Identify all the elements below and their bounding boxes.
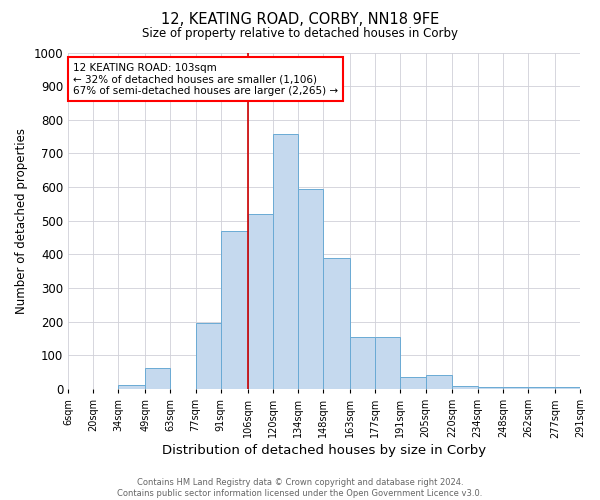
Bar (580, 388, 600, 389)
Bar (400, 376, 425, 389)
Bar (478, 388, 503, 389)
Bar (350, 336, 375, 389)
Bar (118, 386, 145, 389)
Bar (503, 388, 528, 389)
Bar (221, 231, 248, 389)
Text: Size of property relative to detached houses in Corby: Size of property relative to detached ho… (142, 28, 458, 40)
Bar (375, 336, 400, 389)
Text: 12 KEATING ROAD: 103sqm
← 32% of detached houses are smaller (1,106)
67% of semi: 12 KEATING ROAD: 103sqm ← 32% of detache… (73, 62, 338, 96)
Bar (452, 386, 478, 389)
Text: Contains HM Land Registry data © Crown copyright and database right 2024.
Contai: Contains HM Land Registry data © Crown c… (118, 478, 482, 498)
X-axis label: Distribution of detached houses by size in Corby: Distribution of detached houses by size … (162, 444, 486, 458)
Bar (196, 323, 221, 389)
Bar (323, 258, 350, 389)
Bar (298, 189, 323, 389)
Y-axis label: Number of detached properties: Number of detached properties (15, 128, 28, 314)
Bar (528, 388, 555, 389)
Bar (555, 388, 580, 389)
Bar (273, 134, 298, 389)
Bar (425, 375, 452, 389)
Bar (145, 368, 170, 389)
Text: 12, KEATING ROAD, CORBY, NN18 9FE: 12, KEATING ROAD, CORBY, NN18 9FE (161, 12, 439, 28)
Bar (248, 214, 273, 389)
